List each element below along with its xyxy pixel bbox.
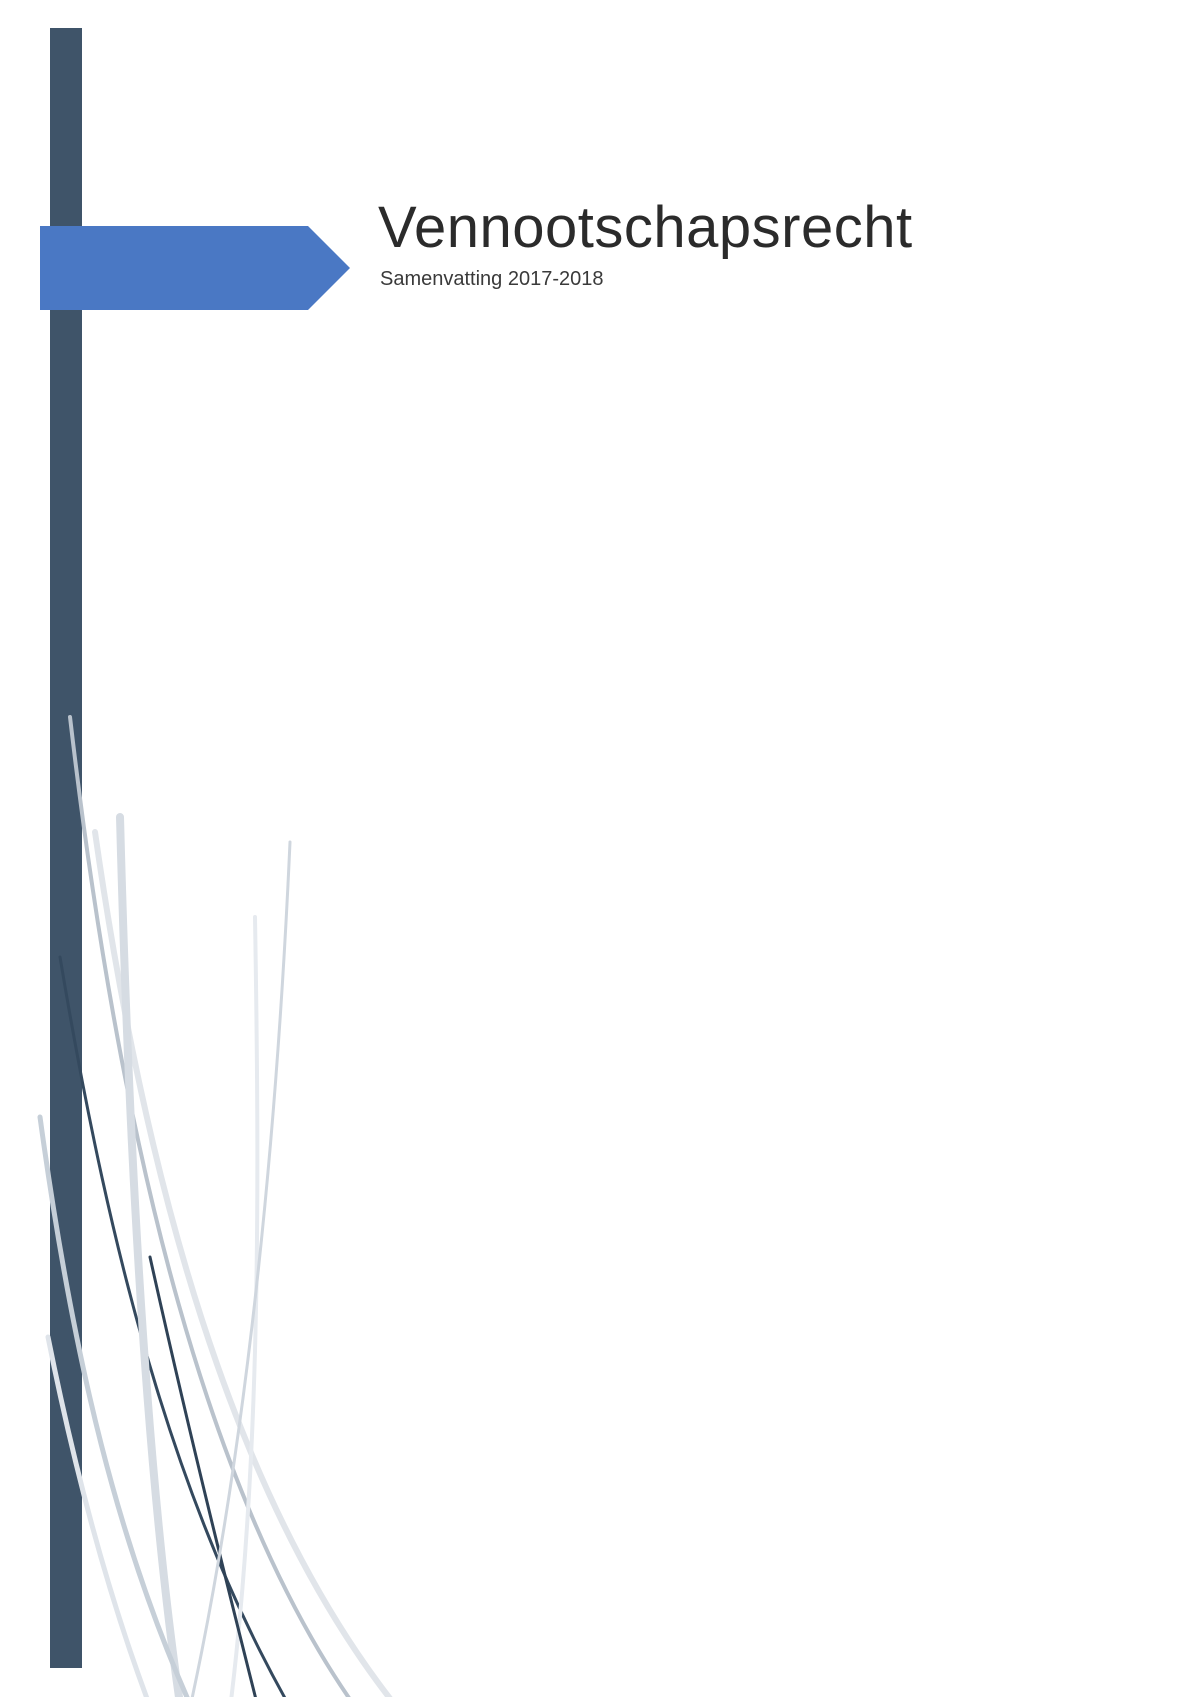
- document-title: Vennootschapsrecht: [378, 194, 913, 261]
- decorative-curves: [0, 697, 520, 1697]
- document-subtitle: Samenvatting 2017-2018: [380, 268, 604, 291]
- cover-page: Vennootschapsrecht Samenvatting 2017-201…: [0, 0, 1200, 1697]
- arrow-tag-svg: [40, 226, 350, 310]
- arrow-tag: [40, 226, 350, 310]
